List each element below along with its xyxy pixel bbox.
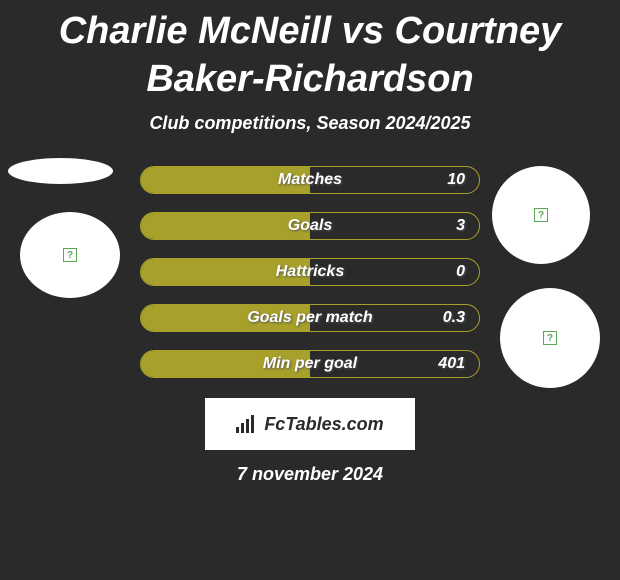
top-left-ellipse [8, 158, 113, 184]
player-circle-top-right: ? [492, 166, 590, 264]
player-circle-bottom-right: ? [500, 288, 600, 388]
stat-bar-row: Goals per match0.3 [140, 304, 480, 332]
stat-bar-value: 401 [438, 351, 465, 377]
stat-bar-label: Hattricks [141, 259, 479, 285]
stat-bar-row: Matches10 [140, 166, 480, 194]
stat-bar-value: 3 [456, 213, 465, 239]
player-circle-left: ? [20, 212, 120, 298]
question-icon: ? [543, 331, 557, 345]
date-text: 7 november 2024 [0, 464, 620, 485]
stat-bar-label: Goals [141, 213, 479, 239]
subtitle: Club competitions, Season 2024/2025 [0, 113, 620, 134]
stat-bar-label: Matches [141, 167, 479, 193]
brand-text: FcTables.com [264, 414, 383, 435]
question-icon: ? [534, 208, 548, 222]
stat-bar-value: 10 [447, 167, 465, 193]
stat-bars: Matches10 Goals3 Hattricks0 Goals per match… [140, 166, 480, 396]
page-title: Charlie McNeill vs Courtney Baker-Richar… [0, 8, 620, 113]
stat-bar-value: 0.3 [443, 305, 465, 331]
stat-bar-label: Goals per match [141, 305, 479, 331]
question-icon: ? [63, 248, 77, 262]
stat-bar-label: Min per goal [141, 351, 479, 377]
stat-bar-row: Hattricks0 [140, 258, 480, 286]
comparison-area: ? ? ? Matches10 Goals3 Hattricks0 Goals per… [0, 162, 620, 392]
stat-bar-row: Min per goal401 [140, 350, 480, 378]
stat-bar-value: 0 [456, 259, 465, 285]
brand-box: FcTables.com [205, 398, 415, 450]
stat-bar-row: Goals3 [140, 212, 480, 240]
brand-bars-icon [236, 415, 258, 433]
